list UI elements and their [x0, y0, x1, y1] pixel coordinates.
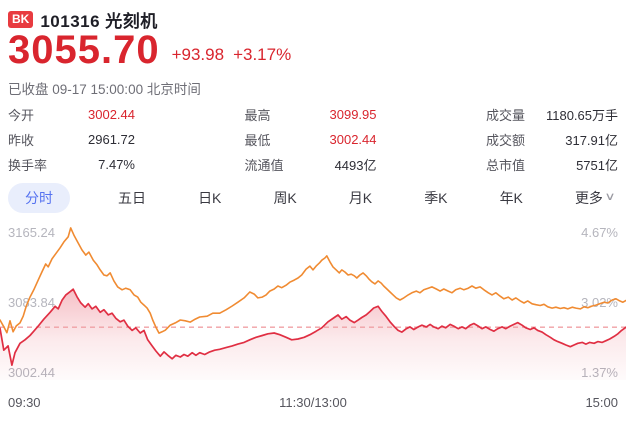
comparison-line	[0, 227, 626, 334]
price-change-percent: +3.17%	[233, 45, 292, 64]
stat-low: 最低 3002.44	[244, 132, 377, 148]
stats-column: 最高 3099.95 最低 3002.44 流通值 4493亿	[245, 102, 377, 177]
x-label-midday: 11:30/13:00	[279, 395, 347, 410]
chart-canvas	[0, 227, 626, 380]
stats-grid: 今开 3002.44 昨收 2961.72 换手率 7.47% 最高 3099.…	[0, 102, 626, 177]
x-label-close: 15:00	[585, 395, 618, 410]
period-tabs: 分时 五日 日K 周K 月K 季K 年K 更多 ∨	[0, 182, 626, 213]
current-price: 3055.70	[8, 28, 160, 72]
tab-daily-k[interactable]: 日K	[198, 189, 222, 206]
x-axis-labels: 09:30 11:30/13:00 15:00	[0, 395, 626, 410]
stat-market-cap: 总市值 5751亿	[486, 158, 618, 173]
stat-amount: 成交额 317.91亿	[486, 133, 618, 148]
stat-turnover-rate: 换手率 7.47%	[8, 157, 135, 173]
tab-intraday[interactable]: 分时	[8, 182, 70, 213]
y-axis-pct-mid: 3.02%	[581, 295, 618, 310]
page-title: 101316 光刻机	[40, 12, 158, 31]
stat-prev-close: 昨收 2961.72	[8, 132, 135, 148]
tab-quarterly-k[interactable]: 季K	[424, 189, 448, 206]
stat-high: 最高 3099.95	[244, 107, 377, 123]
x-label-open: 09:30	[8, 395, 41, 410]
stat-float-value: 流通值 4493亿	[244, 158, 377, 173]
tab-monthly-k[interactable]: 月K	[348, 189, 373, 206]
stats-column: 今开 3002.44 昨收 2961.72 换手率 7.47%	[8, 102, 135, 177]
price-line	[0, 288, 626, 367]
stat-open: 今开 3002.44	[8, 107, 135, 123]
y-axis-pct-min: 1.37%	[581, 365, 618, 380]
y-axis-price-min: 3002.44	[8, 365, 55, 380]
bk-badge: BK	[8, 11, 34, 28]
intraday-chart[interactable]: 3165.24 3083.84 3002.44 4.67% 3.02% 1.37…	[0, 220, 626, 424]
price-change: +93.98	[171, 45, 225, 64]
stats-column: 成交量 1180.65万手 成交额 317.91亿 总市值 5751亿	[486, 102, 618, 177]
stat-volume: 成交量 1180.65万手	[486, 108, 618, 123]
tab-more[interactable]: 更多 ∨	[574, 189, 616, 206]
header: BK 101316 光刻机	[8, 7, 158, 32]
chevron-down-icon: ∨	[604, 191, 616, 203]
price-area-fill	[0, 289, 626, 380]
tab-five-day[interactable]: 五日	[118, 189, 147, 206]
tab-weekly-k[interactable]: 周K	[273, 189, 297, 206]
price-row: 3055.70 +93.98 +3.17%	[8, 27, 291, 73]
market-status: 已收盘 09-17 15:00:00 北京时间	[8, 82, 201, 97]
y-axis-price-mid: 3083.84	[8, 295, 55, 310]
tab-yearly-k[interactable]: 年K	[499, 189, 523, 206]
y-axis-pct-max: 4.67%	[581, 225, 618, 240]
y-axis-price-max: 3165.24	[8, 225, 55, 240]
